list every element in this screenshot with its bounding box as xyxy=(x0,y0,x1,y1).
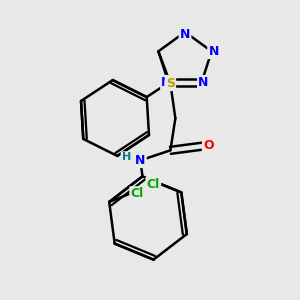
Text: N: N xyxy=(198,76,208,89)
Text: Cl: Cl xyxy=(130,188,144,200)
Text: Cl: Cl xyxy=(147,178,160,191)
Text: N: N xyxy=(161,76,172,89)
Text: H: H xyxy=(122,152,131,162)
Text: N: N xyxy=(208,45,219,58)
Text: N: N xyxy=(135,154,146,167)
Text: N: N xyxy=(180,28,190,40)
Text: O: O xyxy=(203,139,214,152)
Text: S: S xyxy=(166,77,175,90)
